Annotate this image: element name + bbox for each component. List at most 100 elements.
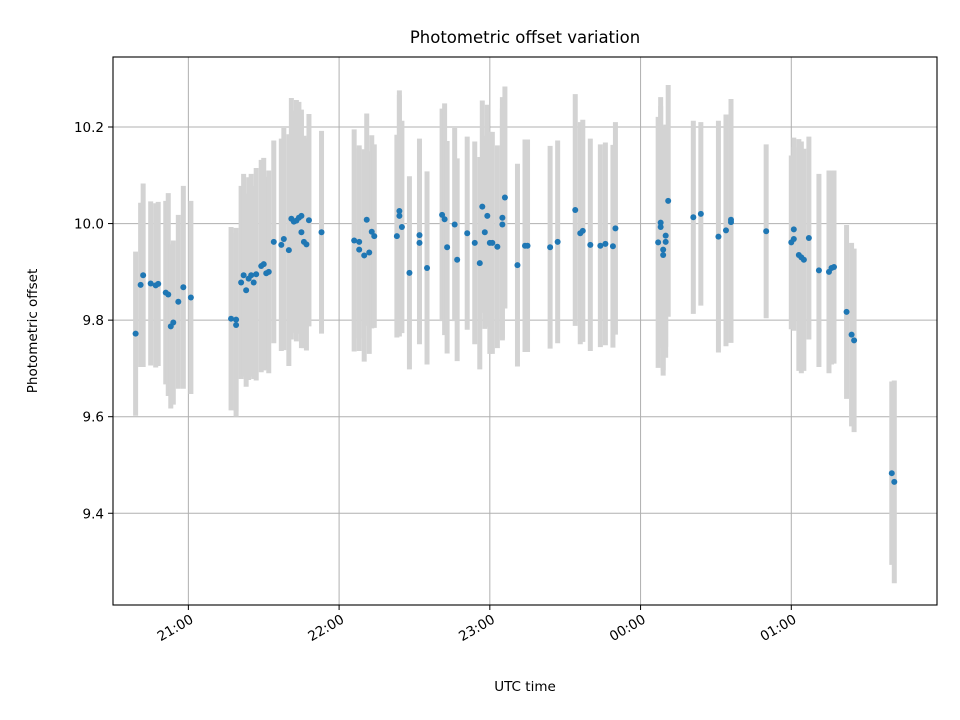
data-point (416, 232, 423, 239)
data-point (233, 316, 240, 323)
data-point (722, 227, 729, 234)
data-point (147, 280, 154, 287)
data-point (499, 221, 506, 228)
data-point (351, 237, 358, 244)
data-point (393, 233, 400, 240)
data-point (547, 244, 554, 251)
data-point (424, 264, 431, 271)
data-point (800, 256, 807, 263)
data-point (481, 229, 488, 236)
data-point (280, 236, 287, 243)
data-point (265, 268, 272, 275)
data-point (165, 291, 172, 298)
data-point (790, 226, 797, 233)
data-point (514, 262, 521, 269)
data-point (137, 281, 144, 288)
data-point (396, 212, 403, 219)
data-point (501, 194, 508, 201)
data-point (361, 252, 368, 259)
data-point (476, 260, 483, 267)
data-points (132, 194, 898, 485)
data-point (318, 229, 325, 236)
data-point (398, 223, 405, 230)
data-point (554, 238, 561, 245)
data-point (612, 225, 619, 232)
data-point (298, 229, 305, 236)
data-point (484, 212, 491, 219)
data-point (524, 242, 531, 249)
data-point (298, 212, 305, 219)
data-point (305, 217, 312, 224)
data-point (831, 264, 837, 271)
data-point (187, 294, 194, 301)
data-point (657, 219, 664, 226)
data-point (250, 279, 257, 286)
data-point (494, 243, 501, 250)
data-point (597, 242, 604, 249)
data-point (371, 233, 378, 240)
y-axis-label: Photometric offset (25, 269, 41, 393)
y-tick-label: 10.2 (74, 120, 104, 136)
data-point (728, 216, 734, 223)
data-point (240, 272, 247, 279)
data-point (444, 244, 451, 251)
plot-frame (112, 56, 938, 606)
data-point (587, 241, 594, 248)
data-point (815, 267, 822, 274)
y-tick-label: 9.8 (83, 313, 104, 329)
data-point (888, 470, 895, 477)
chart-title: Photometric offset variation (410, 28, 640, 47)
data-point (132, 330, 139, 337)
data-point (479, 203, 486, 210)
data-point (690, 214, 697, 221)
data-point (439, 211, 446, 218)
data-point (170, 319, 177, 326)
y-tick-label: 9.6 (83, 410, 104, 426)
x-axis-label: UTC time (494, 679, 556, 695)
data-point (396, 208, 403, 215)
data-point (363, 216, 370, 223)
data-point (406, 269, 413, 276)
data-point (454, 256, 461, 263)
data-point (715, 233, 722, 240)
data-point (366, 249, 373, 256)
data-point (609, 243, 616, 250)
data-point (270, 238, 277, 245)
data-point (356, 246, 363, 253)
data-point (253, 271, 260, 278)
data-point (140, 272, 147, 279)
data-point (441, 216, 448, 223)
data-point (790, 236, 797, 243)
data-point (285, 247, 292, 254)
data-point (489, 239, 496, 246)
data-point (416, 239, 423, 246)
data-point (891, 478, 898, 485)
data-point (356, 238, 363, 245)
data-point (471, 239, 478, 246)
data-point (660, 246, 667, 253)
data-point (848, 331, 855, 338)
data-point (451, 221, 458, 228)
y-tick-label: 9.4 (83, 506, 104, 522)
data-point (180, 284, 187, 291)
data-point (662, 232, 669, 239)
data-point (697, 210, 704, 217)
data-point (499, 214, 506, 221)
y-axis-ticks: 9.4 9.6 9.8 10.0 10.2 (74, 120, 113, 522)
data-point (243, 287, 250, 294)
data-point (805, 235, 812, 242)
data-point (278, 241, 285, 248)
data-point (464, 230, 471, 237)
data-point (155, 280, 162, 287)
data-point (233, 321, 240, 328)
data-point (248, 272, 255, 279)
data-point (655, 239, 662, 246)
data-point (660, 251, 667, 258)
data-point (657, 223, 664, 230)
data-point (260, 261, 267, 268)
data-point (851, 337, 858, 344)
data-point (665, 197, 672, 204)
y-tick-label: 10.0 (74, 217, 104, 233)
data-point (175, 298, 182, 305)
